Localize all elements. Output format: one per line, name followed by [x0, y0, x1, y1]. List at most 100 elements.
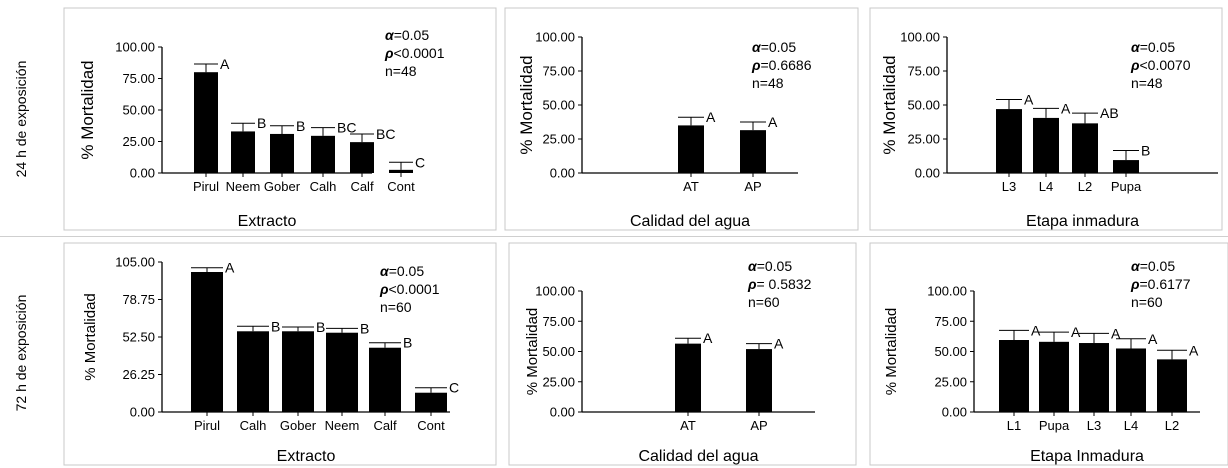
- bar-gober: [282, 331, 314, 412]
- stat-n: n=48: [1131, 75, 1163, 91]
- significance-letter: A: [703, 330, 713, 346]
- x-axis-label: Extracto: [277, 448, 336, 465]
- y-axis-label: % Mortalidad: [524, 308, 541, 396]
- stat-alpha: α=0.05: [752, 39, 796, 55]
- alpha-symbol: α: [752, 39, 762, 55]
- y-tick-label: 50.00: [542, 344, 575, 359]
- bar-neem: [231, 131, 255, 173]
- bar-l4: [1116, 348, 1146, 412]
- significance-letter: A: [1031, 322, 1041, 338]
- significance-letter: B: [257, 115, 266, 131]
- y-tick-label: 0.00: [942, 405, 967, 420]
- x-axis-label: Calidad del agua: [638, 448, 758, 465]
- bar-l1: [999, 340, 1029, 412]
- bar-neem: [326, 332, 358, 412]
- x-tick-label: Calh: [240, 418, 267, 433]
- alpha-symbol: α: [385, 27, 395, 43]
- y-tick-label: 100.00: [535, 284, 575, 299]
- x-axis-label: Extracto: [238, 213, 297, 230]
- significance-letter: B: [360, 320, 369, 336]
- y-tick-label: 25.00: [542, 132, 575, 147]
- panel-border: [63, 242, 497, 466]
- rho-value: = 0.5832: [756, 276, 811, 292]
- stat-n: n=48: [385, 63, 417, 79]
- bar-cont: [415, 392, 447, 412]
- stat-n: n=48: [752, 75, 784, 91]
- stat-rho: ρ<0.0001: [379, 281, 440, 297]
- rho-symbol: ρ: [747, 276, 757, 292]
- bar-l3: [1079, 343, 1109, 412]
- y-tick-label: 100.00: [900, 30, 940, 45]
- significance-letter: A: [225, 260, 235, 276]
- x-axis-label: Etapa inmadura: [1026, 213, 1139, 230]
- x-tick-label: Calh: [310, 179, 337, 194]
- y-tick-label: 25.00: [907, 132, 940, 147]
- x-tick-label: L3: [1002, 179, 1016, 194]
- stat-rho: ρ=0.6686: [751, 57, 812, 73]
- significance-letter: A: [1061, 100, 1071, 116]
- bar-calf: [369, 347, 401, 412]
- significance-letter: C: [449, 380, 459, 396]
- bar-l2: [1072, 123, 1098, 173]
- stat-rho: ρ<0.0070: [1130, 57, 1191, 73]
- significance-letter: B: [403, 335, 412, 351]
- y-axis-label: % Mortalidad: [517, 55, 536, 154]
- alpha-value: =0.05: [389, 263, 425, 279]
- x-tick-label: Neem: [325, 418, 360, 433]
- x-tick-label: Pirul: [193, 179, 219, 194]
- y-axis-label: % Mortalidad: [880, 55, 899, 154]
- y-tick-label: 100.00: [927, 284, 967, 299]
- x-tick-label: Pupa: [1039, 418, 1070, 433]
- bar-calh: [311, 135, 335, 173]
- rho-symbol: ρ: [751, 57, 761, 73]
- stat-n: n=60: [380, 299, 412, 315]
- significance-letter: A: [774, 336, 784, 352]
- y-tick-label: 0.00: [550, 166, 575, 181]
- alpha-symbol: α: [748, 258, 758, 274]
- panel-border: [504, 7, 859, 231]
- x-axis-label: Etapa Inmadura: [1030, 448, 1144, 465]
- stat-rho: ρ=0.6177: [1130, 276, 1191, 292]
- rho-symbol: ρ: [1130, 57, 1140, 73]
- alpha-symbol: α: [1131, 39, 1141, 55]
- bar-pupa: [1113, 160, 1139, 173]
- x-tick-label: Gober: [264, 179, 301, 194]
- y-tick-label: 52.50: [122, 330, 155, 345]
- stat-alpha: α=0.05: [380, 263, 424, 279]
- y-tick-label: 100.00: [535, 30, 575, 45]
- x-tick-label: L2: [1078, 179, 1092, 194]
- y-tick-label: 50.00: [934, 344, 967, 359]
- x-tick-label: Gober: [280, 418, 317, 433]
- stat-alpha: α=0.05: [1131, 258, 1175, 274]
- x-tick-label: Cont: [417, 418, 445, 433]
- y-tick-label: 75.00: [542, 314, 575, 329]
- bar-pirul: [194, 72, 218, 173]
- y-tick-label: 78.75: [122, 292, 155, 307]
- x-tick-label: L1: [1007, 418, 1021, 433]
- rho-value: =0.6686: [760, 57, 811, 73]
- x-tick-label: Neem: [226, 179, 261, 194]
- x-tick-label: Calf: [350, 179, 374, 194]
- bar-gober: [270, 133, 294, 173]
- alpha-value: =0.05: [757, 258, 793, 274]
- rho-symbol: ρ: [384, 45, 394, 61]
- rho-value: <0.0001: [393, 45, 444, 61]
- x-tick-label: L3: [1087, 418, 1101, 433]
- significance-letter: B: [296, 118, 305, 134]
- bar-at: [675, 343, 701, 412]
- y-tick-label: 0.00: [130, 405, 155, 420]
- bar-pupa: [1039, 341, 1069, 412]
- significance-letter: A: [768, 114, 778, 130]
- y-tick-label: 75.00: [934, 314, 967, 329]
- significance-letter: A: [1071, 324, 1081, 340]
- significance-letter: B: [316, 319, 325, 335]
- x-tick-label: L4: [1039, 179, 1053, 194]
- rho-value: <0.0070: [1139, 57, 1190, 73]
- rho-symbol: ρ: [1130, 276, 1140, 292]
- stat-rho: ρ= 0.5832: [747, 276, 812, 292]
